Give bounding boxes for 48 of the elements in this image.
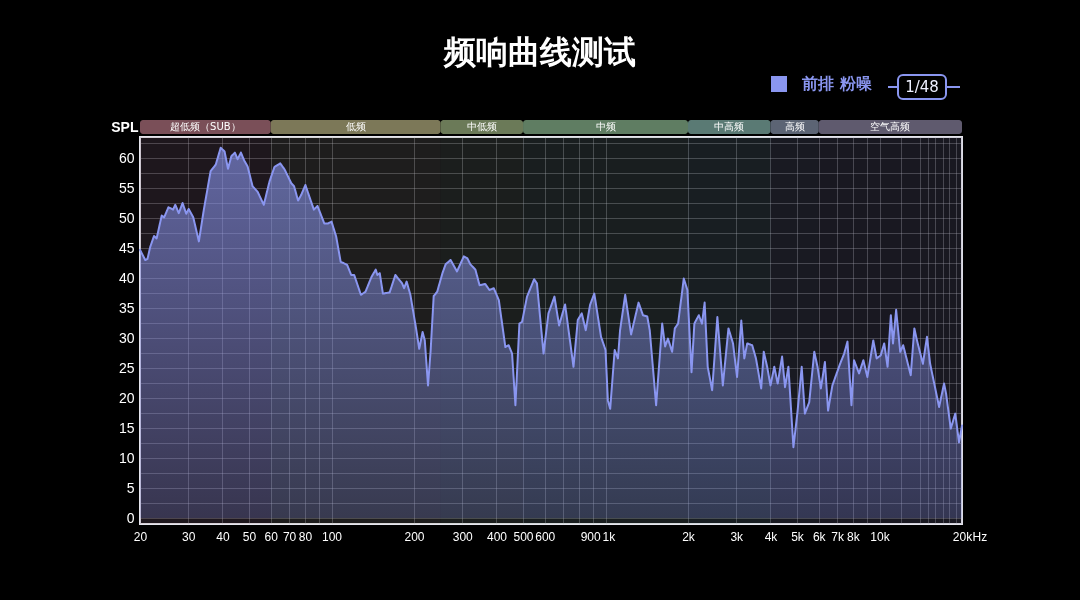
chart-title: 频响曲线测试 xyxy=(443,33,636,71)
band-label: 低频 xyxy=(345,121,366,132)
x-tick-label: 900 xyxy=(580,529,601,544)
y-tick-label: 60 xyxy=(118,149,135,166)
y-tick-label: 35 xyxy=(118,299,135,316)
x-axis-title: Hz xyxy=(972,529,988,544)
x-tick-label: 60 xyxy=(264,529,279,544)
x-tick-label: 600 xyxy=(535,529,556,544)
band-label: 高频 xyxy=(784,121,805,132)
x-tick-label: 1k xyxy=(602,529,617,544)
x-tick-label: 7k xyxy=(831,529,845,544)
y-tick-label: 45 xyxy=(118,239,135,256)
x-tick-label: 400 xyxy=(486,529,508,544)
y-tick-label: 10 xyxy=(118,449,135,466)
x-tick-label: 3k xyxy=(730,529,745,544)
x-tick-label: 40 xyxy=(216,529,230,544)
band-label: 超低频（SUB） xyxy=(170,121,241,132)
x-tick-label: 8k xyxy=(847,529,861,544)
x-tick-label: 80 xyxy=(298,529,313,544)
y-tick-label: 20 xyxy=(118,389,135,406)
x-tick-label: 200 xyxy=(404,529,425,544)
x-tick-label: 500 xyxy=(513,529,534,544)
x-tick-label: 4k xyxy=(764,529,779,544)
x-tick-label: 50 xyxy=(242,529,257,544)
y-tick-label: 30 xyxy=(118,329,135,346)
x-tick-label: 6k xyxy=(812,529,827,544)
band-label: 中频 xyxy=(595,121,616,132)
y-axis-title: SPL xyxy=(111,118,139,135)
y-tick-label: 5 xyxy=(126,479,135,496)
x-tick-label: 20k xyxy=(952,529,974,544)
y-tick-label: 40 xyxy=(118,269,135,286)
band-label: 中高频 xyxy=(714,121,745,132)
legend-label: 前排 粉噪 xyxy=(801,74,872,93)
x-tick-label: 5k xyxy=(791,529,805,544)
x-tick-label: 70 xyxy=(282,529,297,544)
x-tick-label: 300 xyxy=(452,529,474,544)
x-tick-label: 30 xyxy=(182,529,196,544)
y-tick-label: 0 xyxy=(126,509,135,526)
x-tick-label: 100 xyxy=(322,529,343,544)
band-label: 空气高频 xyxy=(870,121,911,132)
x-tick-label: 2k xyxy=(682,529,696,544)
text: 1/48 xyxy=(905,78,939,96)
y-tick-label: 55 xyxy=(118,179,135,196)
y-tick-label: 25 xyxy=(118,359,135,376)
y-tick-label: 15 xyxy=(118,419,135,436)
y-tick-label: 50 xyxy=(118,209,135,226)
band-label: 中低频 xyxy=(466,121,497,132)
x-tick-label: 10k xyxy=(870,529,891,544)
